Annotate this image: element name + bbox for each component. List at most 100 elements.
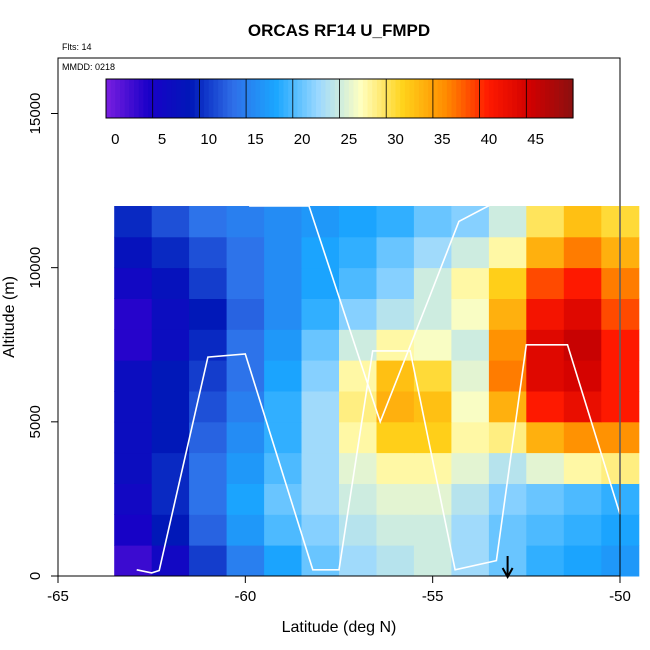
heatmap-cell: [301, 267, 340, 299]
heatmap-cell: [339, 206, 377, 238]
heatmap-cell: [226, 267, 265, 299]
heatmap-cell: [451, 452, 490, 484]
heatmap-cell: [151, 267, 190, 299]
heatmap-cell: [226, 545, 265, 577]
heatmap-cell: [451, 483, 490, 515]
colorbar-segment: [549, 79, 555, 118]
heatmap-cell: [339, 236, 377, 269]
colorbar-segment: [110, 79, 116, 118]
heatmap-cell: [451, 545, 490, 577]
heatmap-cell: [301, 514, 340, 546]
heatmap-cell: [264, 360, 303, 392]
colorbar-segment: [545, 79, 551, 118]
colorbar-segment: [409, 79, 415, 118]
heatmap-cell: [301, 206, 340, 238]
heatmap-cell: [526, 421, 565, 454]
colorbar-segment: [250, 79, 257, 118]
colorbar-tick-label: 20: [294, 131, 311, 148]
heatmap-cell: [301, 421, 340, 454]
heatmap-cell: [339, 391, 377, 423]
heatmap-cell: [264, 545, 303, 577]
colorbar-segment: [274, 79, 280, 118]
heatmap-cell: [151, 206, 190, 238]
flight-track-line: [136, 192, 621, 574]
heatmap-cell: [376, 360, 415, 392]
heatmap-cell: [563, 514, 602, 546]
colorbar-segment: [376, 79, 383, 118]
heatmap-cell: [526, 360, 565, 392]
heatmap-cell: [376, 329, 415, 361]
heatmap-cell: [413, 206, 452, 238]
heatmap-cell: [114, 421, 153, 454]
heatmap-cell: [264, 483, 303, 515]
heatmap-cell: [114, 206, 153, 238]
colorbar-segment: [484, 79, 490, 118]
heatmap-cell: [563, 267, 602, 299]
heatmap-cell: [339, 483, 377, 515]
heatmap-cell: [301, 483, 340, 515]
colorbar-segment: [358, 79, 364, 118]
x-tick-label: -55: [422, 588, 444, 605]
heatmap-cell: [264, 452, 303, 484]
colorbar-segment: [563, 79, 569, 118]
colorbar-segment: [124, 79, 130, 118]
colorbar-segment: [498, 79, 504, 118]
colorbar-segment: [218, 79, 224, 118]
colorbar-tick-label: 25: [340, 131, 357, 148]
colorbar-segment: [437, 79, 443, 118]
colorbar-segment: [493, 79, 499, 118]
colorbar-segment: [414, 79, 420, 118]
heatmap-cell: [413, 483, 452, 515]
heatmap-cell: [114, 298, 153, 330]
colorbar-segment: [400, 79, 406, 118]
heatmap-cell: [488, 421, 527, 454]
heatmap-cell: [376, 206, 415, 238]
heatmap-cell: [376, 483, 415, 515]
colorbar-segment: [288, 79, 294, 118]
heatmap-cell: [189, 360, 228, 392]
colorbar-segment: [423, 79, 429, 118]
colorbar-segment: [390, 79, 397, 118]
heatmap-cell: [413, 236, 452, 269]
colorbar-segment: [292, 79, 299, 118]
heatmap-cell: [114, 514, 153, 546]
colorbar-segment: [442, 79, 448, 118]
colorbar-segment: [222, 79, 229, 118]
heatmap-cell: [339, 545, 377, 577]
colorbar-segment: [157, 79, 163, 118]
colorbar-tick-label: 10: [200, 131, 217, 148]
heatmap-cell: [526, 483, 565, 515]
colorbar-segment: [395, 79, 401, 118]
heatmap-cell: [376, 267, 415, 299]
heatmap-cell: [189, 483, 228, 515]
x-tick-label: -65: [47, 588, 69, 605]
colorbar-segment: [166, 79, 172, 118]
colorbar-segment: [241, 79, 247, 118]
heatmap-cell: [301, 391, 340, 423]
y-tick-label: 15000: [27, 93, 44, 135]
colorbar-segment: [138, 79, 144, 118]
colorbar-segment: [465, 79, 471, 118]
heatmap-cell: [264, 206, 303, 238]
heatmap-cell: [151, 483, 190, 515]
colorbar-segment: [171, 79, 177, 118]
heatmap-cell: [226, 483, 265, 515]
heatmap-cell: [526, 545, 565, 577]
colorbar-segment: [344, 79, 350, 118]
flights-label: Flts: 14: [62, 42, 92, 52]
heatmap-cell: [264, 298, 303, 330]
heatmap-cell: [151, 421, 190, 454]
y-tick-label: 0: [27, 572, 44, 580]
heatmap-cell: [413, 452, 452, 484]
heatmap-cell: [563, 236, 602, 269]
heatmap-cell: [189, 514, 228, 546]
colorbar-segment: [264, 79, 271, 118]
colorbar-segment: [432, 79, 439, 118]
heatmap-cell: [226, 206, 265, 238]
heatmap-cell: [189, 391, 228, 423]
heatmap-cell: [151, 236, 190, 269]
heatmap-cell: [413, 298, 452, 330]
heatmap-cell: [189, 421, 228, 454]
colorbar-segment: [362, 79, 369, 118]
colorbar-segment: [120, 79, 126, 118]
